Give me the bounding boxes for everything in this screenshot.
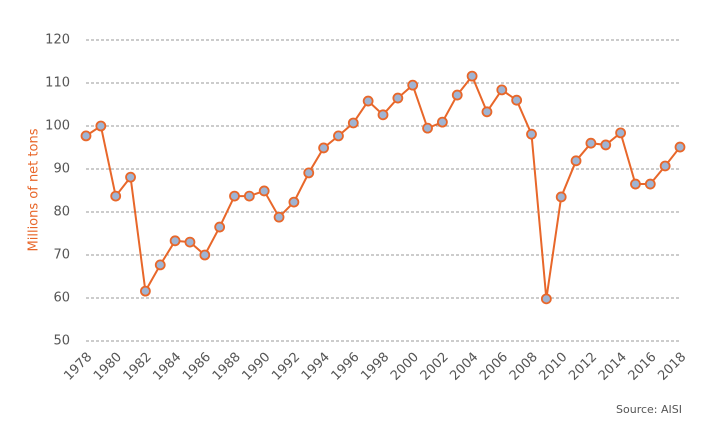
x-tick-label: 1986 [180, 350, 214, 384]
point [600, 139, 612, 151]
x-tick-label: 2010 [536, 350, 570, 384]
point [570, 155, 582, 167]
x-tick-label: 2006 [477, 350, 511, 384]
y-axis-label: Millions of net tons [27, 128, 42, 251]
x-tick-label: 2014 [596, 350, 630, 384]
point [422, 122, 433, 134]
x-tick-label: 1994 [299, 350, 333, 384]
x-tick-label: 2018 [655, 350, 689, 384]
point [199, 249, 211, 261]
x-tick-label: 1980 [91, 350, 125, 384]
point [125, 171, 136, 183]
point [407, 79, 419, 91]
y-tick-label: 80 [53, 205, 70, 220]
y-tick-label: 100 [45, 119, 70, 134]
point [229, 190, 240, 202]
x-tick-label: 2016 [626, 350, 660, 384]
point [555, 191, 567, 203]
point [303, 167, 315, 179]
point [347, 117, 359, 129]
point [214, 221, 226, 233]
point [95, 120, 107, 132]
point [110, 190, 122, 202]
point [154, 259, 166, 271]
point [659, 160, 671, 172]
source-note: Source: AISI [616, 403, 682, 416]
x-tick-label: 2000 [388, 350, 422, 384]
point [273, 211, 285, 223]
point [496, 84, 508, 96]
x-tick-label: 1982 [121, 350, 155, 384]
point [526, 128, 537, 140]
point [540, 293, 552, 305]
x-tick-label: 2008 [507, 350, 541, 384]
y-tick-label: 110 [45, 76, 70, 91]
point [674, 141, 686, 153]
point [80, 130, 92, 142]
y-tick-label: 70 [53, 248, 70, 263]
point [644, 178, 656, 190]
y-tick-label: 50 [53, 334, 70, 349]
point [362, 95, 374, 107]
point [288, 196, 300, 208]
point [511, 94, 523, 106]
y-tick-label: 120 [45, 33, 70, 48]
point [377, 109, 389, 121]
x-tick-label: 1984 [150, 350, 184, 384]
point [585, 137, 597, 149]
point [258, 185, 270, 197]
point [318, 142, 330, 154]
point [451, 89, 463, 101]
point [630, 178, 641, 190]
x-tick-label: 2012 [566, 350, 600, 384]
point [184, 236, 196, 248]
x-tick-label: 1998 [358, 350, 392, 384]
x-tick-label: 1990 [239, 350, 273, 384]
point [615, 127, 626, 139]
point [139, 285, 151, 297]
point [466, 70, 478, 82]
y-tick-label: 60 [53, 291, 70, 306]
x-tick-label: 1988 [210, 350, 244, 384]
point [243, 190, 255, 202]
x-tick-label: 1996 [329, 350, 363, 384]
x-tick-label: 2004 [447, 350, 481, 384]
x-tick-label: 1992 [269, 350, 303, 384]
y-tick-label: 90 [53, 162, 70, 177]
x-tick-label: 1978 [61, 350, 95, 384]
point [333, 130, 344, 142]
point [481, 106, 493, 118]
point [169, 235, 181, 247]
point [392, 92, 404, 104]
x-tick-label: 2002 [418, 350, 452, 384]
point [436, 116, 448, 128]
